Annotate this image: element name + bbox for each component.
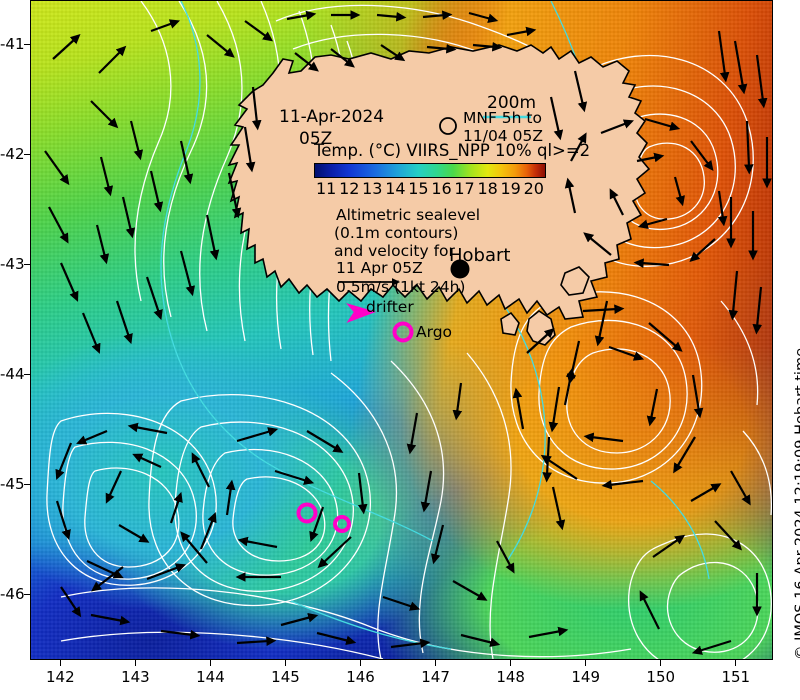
annotation-line4: 11 Apr 05Z xyxy=(336,259,423,277)
colorbar-tick-label: 12 xyxy=(339,179,360,198)
x-tick-label: 143 xyxy=(121,668,150,686)
colorbar-gradient xyxy=(314,163,546,178)
colorbar[interactable]: Temp. (°C) VIIRS_NPP 10% ql>=2 11 12 13 14 1… xyxy=(314,141,591,198)
x-tick-label: 145 xyxy=(271,668,300,686)
colorbar-title: Temp. (°C) VIIRS_NPP 10% ql>=2 xyxy=(314,141,591,160)
argo-marker[interactable] xyxy=(333,515,351,533)
bathy-label: 200m xyxy=(487,93,537,113)
y-tick-label: -46 xyxy=(0,585,25,603)
y-tick-label: -41 xyxy=(0,35,25,53)
colorbar-tick-label: 20 xyxy=(523,179,544,198)
colorbar-tick-label: 17 xyxy=(454,179,475,198)
map-overlay-layer xyxy=(44,1,772,659)
annotation-line1: Altimetric sealevel xyxy=(336,206,481,224)
argo-label: Argo xyxy=(416,323,453,341)
colorbar-tick-label: 15 xyxy=(408,179,429,198)
annotation-line2: (0.1m contours) xyxy=(334,224,459,242)
drifter-marker[interactable] xyxy=(346,303,377,324)
colorbar-ticks: 11 12 13 14 15 16 17 18 19 20 xyxy=(314,179,546,198)
x-tick-mark xyxy=(735,660,737,666)
colorbar-tick-label: 13 xyxy=(362,179,383,198)
colorbar-tick-label: 11 xyxy=(316,179,337,198)
x-tick-label: 150 xyxy=(646,668,676,686)
x-tick-label: 151 xyxy=(721,668,751,686)
x-tick-mark xyxy=(360,660,362,666)
y-tick-mark xyxy=(24,44,30,45)
map-plot-area[interactable]: 11-Apr-2024 05Z 200m MNF 5h to 11/04 05Z… xyxy=(30,0,773,660)
x-tick-label: 149 xyxy=(571,668,600,686)
y-tick-mark xyxy=(24,374,30,375)
city-label-hobart: Hobart xyxy=(449,245,511,266)
ship-label-line1: MNF 5h to xyxy=(463,109,542,127)
ship-track-marker[interactable] xyxy=(439,117,457,135)
tasmania-landmass xyxy=(227,44,651,346)
x-tick-mark xyxy=(135,660,137,666)
x-tick-mark xyxy=(210,660,212,666)
map-title-time: 05Z xyxy=(299,129,333,149)
x-tick-mark xyxy=(660,660,662,666)
drifter-label: drifter xyxy=(366,298,414,316)
argo-marker[interactable] xyxy=(392,321,414,343)
argo-marker[interactable] xyxy=(296,502,318,524)
map-title-date: 11-Apr-2024 xyxy=(279,107,385,127)
y-tick-mark xyxy=(24,594,30,595)
y-tick-mark xyxy=(24,154,30,155)
y-tick-label: -42 xyxy=(0,145,25,163)
y-tick-label: -43 xyxy=(0,255,25,273)
x-tick-label: 147 xyxy=(421,668,450,686)
velocity-vectors xyxy=(44,10,772,655)
colorbar-tick-label: 18 xyxy=(477,179,498,198)
colorbar-tick-label: 14 xyxy=(385,179,406,198)
credit-text: © IMOS 16-Apr-2024 12:19:09 Hobart time xyxy=(793,348,800,660)
x-tick-mark xyxy=(435,660,437,666)
annotation-line3: and velocity for xyxy=(334,242,455,260)
y-tick-mark xyxy=(24,264,30,265)
x-tick-mark xyxy=(285,660,287,666)
colorbar-tick-label: 19 xyxy=(500,179,521,198)
annotation-line5: 0.5m/s (1kt 24h) xyxy=(336,278,466,296)
city-marker-hobart xyxy=(450,259,470,279)
x-tick-label: 148 xyxy=(496,668,525,686)
colorbar-tick-label: 16 xyxy=(431,179,452,198)
y-tick-mark xyxy=(24,484,30,485)
y-tick-label: -44 xyxy=(0,365,25,383)
ship-label-line2: 11/04 05Z xyxy=(463,127,543,145)
x-tick-mark xyxy=(510,660,512,666)
y-tick-label: -45 xyxy=(0,475,25,493)
x-tick-label: 144 xyxy=(196,668,225,686)
x-tick-mark xyxy=(585,660,587,666)
x-tick-label: 142 xyxy=(46,668,75,686)
x-tick-label: 146 xyxy=(346,668,375,686)
x-tick-mark xyxy=(60,660,62,666)
